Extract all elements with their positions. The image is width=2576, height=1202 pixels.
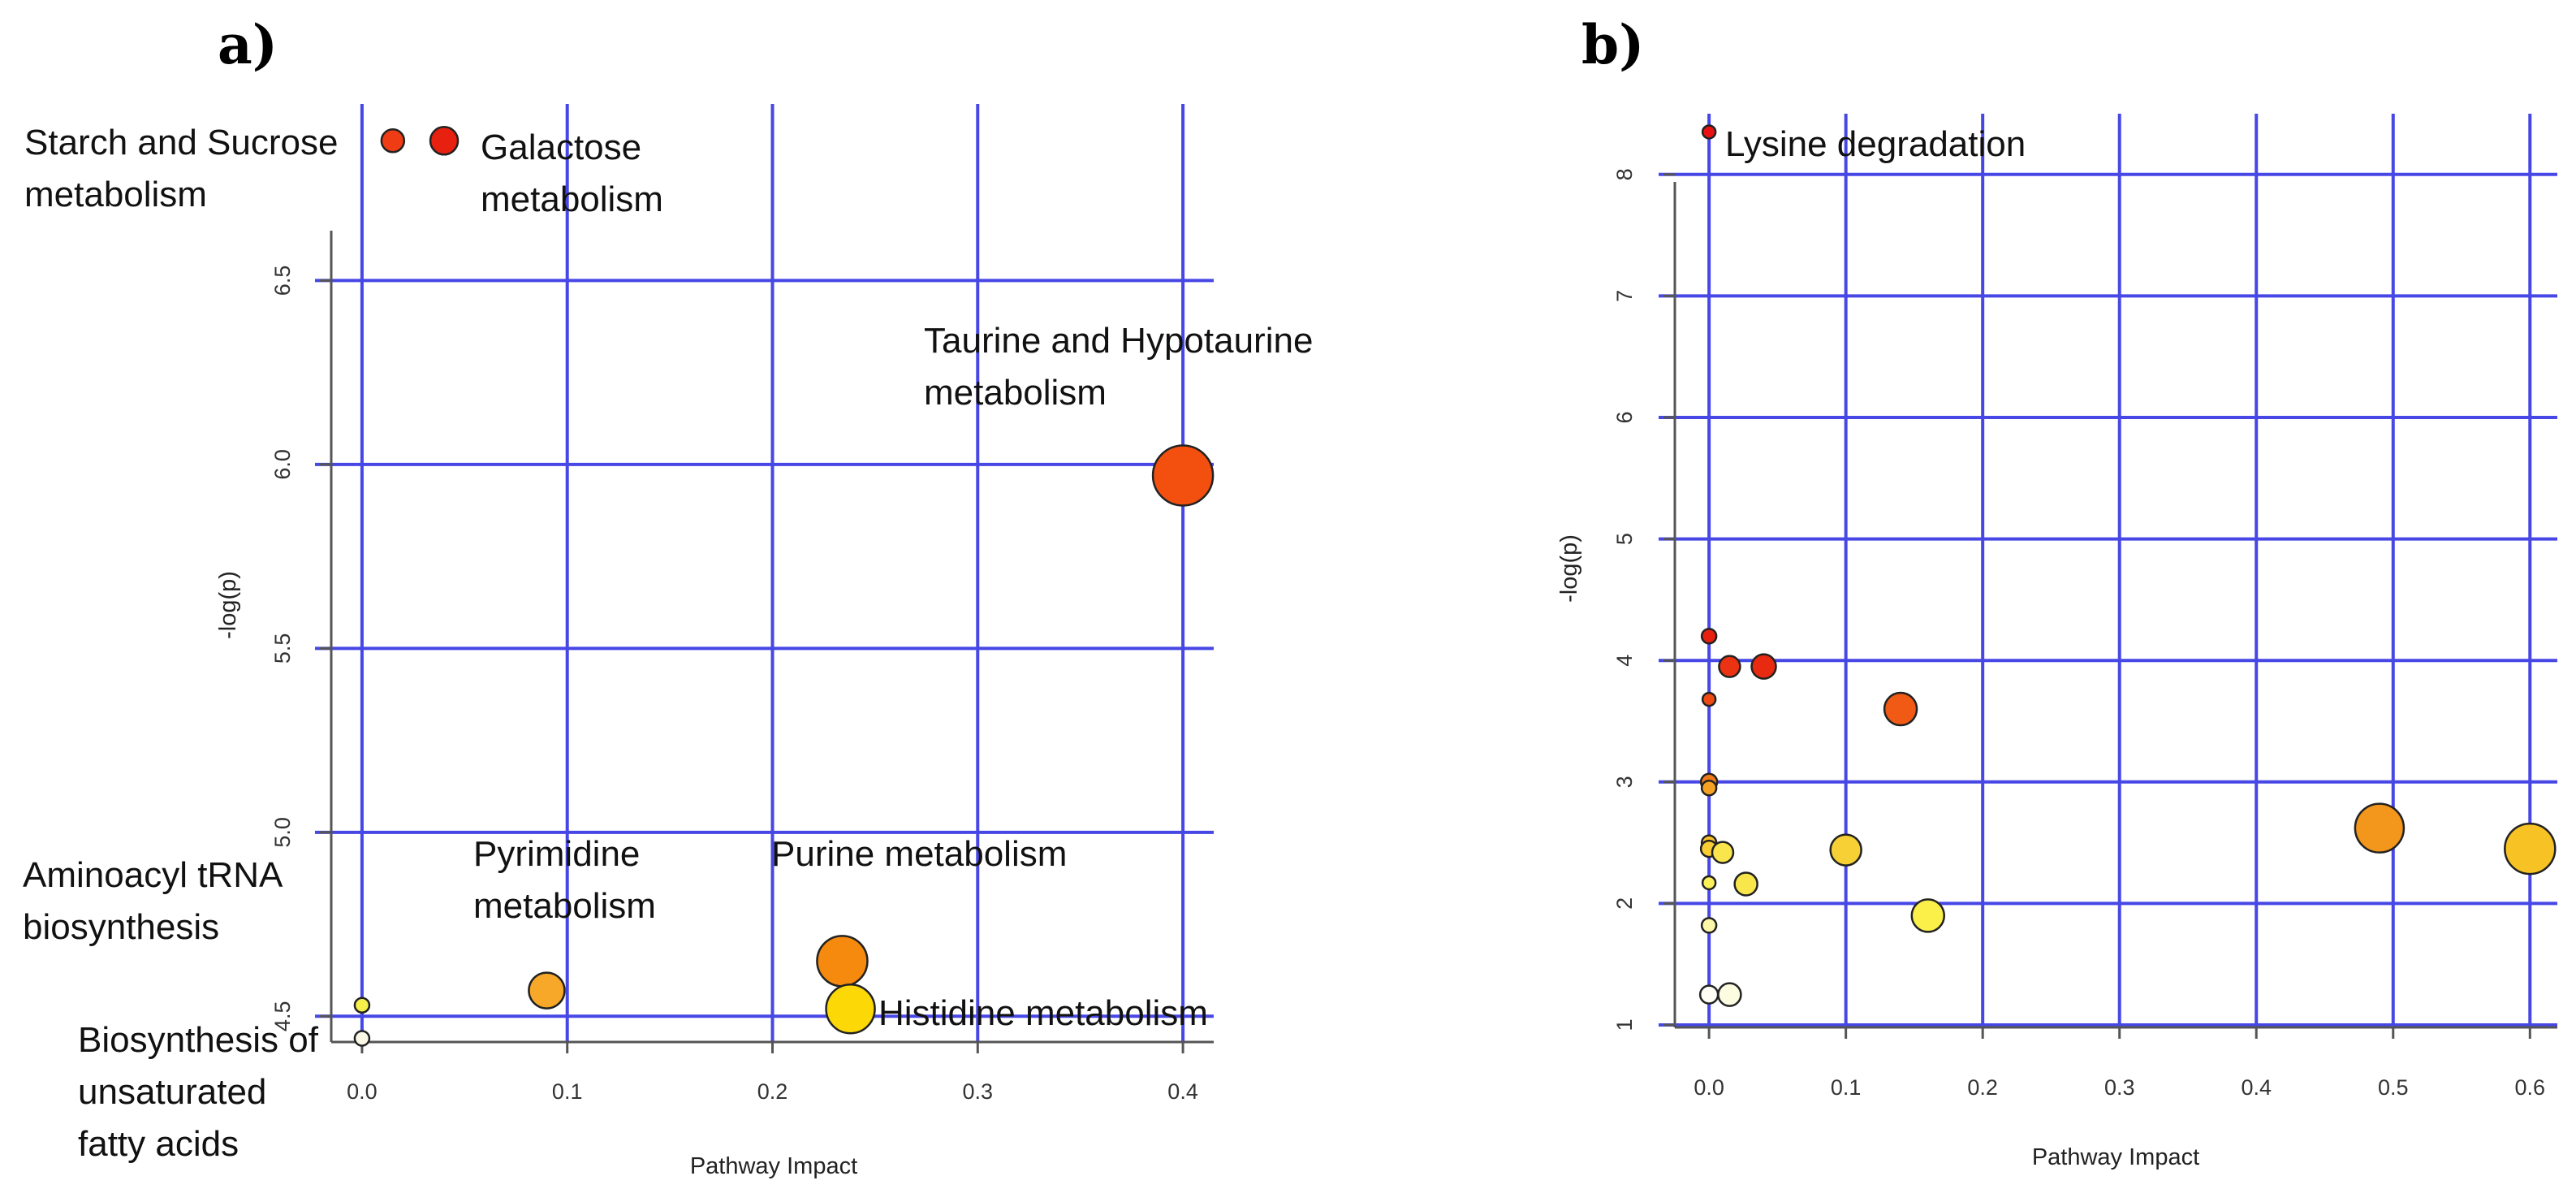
x-tick-label: 0.3 (963, 1079, 994, 1104)
y-tick-label: 7 (1612, 290, 1637, 302)
x-tick-label: 0.2 (757, 1079, 788, 1104)
data-point (1750, 653, 1777, 680)
data-point (1698, 984, 1719, 1005)
y-axis-label: -log(p) (1556, 534, 1582, 603)
y-tick-label: 4 (1612, 655, 1637, 667)
grid-lines (315, 104, 1214, 1042)
x-tick-label: 0.3 (2104, 1075, 2135, 1100)
data-point (1701, 875, 1717, 891)
annotation-line: Biosynthesis of (78, 1020, 319, 1060)
annotation-line: unsaturated (78, 1072, 266, 1112)
y-tick-label: 6 (1612, 411, 1637, 423)
x-tick-label: 0.2 (1967, 1075, 1998, 1100)
data-point (1700, 628, 1718, 645)
panel-label: a) (218, 13, 278, 76)
y-tick-label: 5.5 (270, 633, 295, 664)
pathway-annotation: Galactose metabolism (481, 128, 663, 219)
annotation-line: biosynthesis (23, 907, 219, 947)
data-point (2354, 802, 2406, 854)
y-tick-label: 5 (1612, 533, 1637, 545)
y-tick-label: 4.5 (270, 1001, 295, 1032)
y-tick-label: 6.5 (270, 266, 295, 296)
y-tick-label: 1 (1612, 1018, 1637, 1031)
data-point (1701, 124, 1717, 140)
x-axis-label: Pathway Impact (2032, 1144, 2199, 1170)
pathway-annotation: Taurine and Hypotaurine metabolism (924, 321, 1313, 413)
data-point (825, 983, 876, 1035)
y-tick-label: 2 (1612, 897, 1637, 910)
pathway-annotation: Purine metabolism (771, 834, 1067, 874)
data-point (1700, 780, 1718, 797)
y-tick-label: 6.0 (270, 449, 295, 480)
data-points (353, 126, 1215, 1047)
annotation-line: metabolism (24, 175, 207, 214)
data-points (1698, 124, 2557, 1007)
data-point (1701, 691, 1717, 707)
y-axis-label: -log(p) (215, 571, 241, 639)
pathway-annotation: Starch and Sucrose metabolism (24, 123, 338, 214)
x-tick-label: 0.1 (552, 1079, 583, 1104)
x-tick-label: 0.1 (1831, 1075, 1862, 1100)
pathway-annotation: Aminoacyl tRNA biosynthesis (23, 855, 283, 947)
annotation-line: Pyrimidine (473, 834, 640, 874)
data-point (528, 971, 566, 1010)
grid-lines (1659, 114, 2557, 1027)
x-tick-label: 0.4 (1167, 1079, 1198, 1104)
x-tick-label: 0.6 (2515, 1075, 2546, 1100)
data-point (1829, 833, 1862, 867)
data-point (1151, 444, 1215, 507)
annotation-line: metabolism (481, 179, 663, 219)
annotation-line: Aminoacyl tRNA (23, 855, 283, 895)
data-point (353, 997, 371, 1014)
data-point (1883, 691, 1918, 727)
data-point (816, 935, 869, 988)
pathway-annotation: Histidine metabolism (878, 993, 1208, 1033)
y-tick-label: 5.0 (270, 817, 295, 848)
pathway-annotation: Pyrimidine metabolism (473, 834, 656, 926)
y-tick-label: 3 (1612, 776, 1637, 788)
x-tick-label: 0.0 (1694, 1075, 1724, 1100)
data-point (429, 126, 460, 156)
panel-label: b) (1581, 13, 1644, 76)
x-tick-label: 0.0 (347, 1079, 378, 1104)
annotation-line: Lysine degradation (1725, 124, 2026, 164)
x-tick-label: 0.4 (2241, 1075, 2272, 1100)
pathway-annotation: Biosynthesis of unsaturated fatty acids (78, 1020, 319, 1164)
data-point (2504, 822, 2557, 876)
annotation-line: Purine metabolism (771, 834, 1067, 874)
annotation-line: metabolism (473, 886, 656, 926)
panel-b-chart: b) 0.0 0.1 0.2 0.3 0.4 0.5 0.6 1 2 3 4 5 6 7 8 Pathway I… (1556, 13, 2557, 1170)
data-point (1711, 841, 1735, 864)
annotation-line: Histidine metabolism (878, 993, 1208, 1033)
annotation-line: metabolism (924, 373, 1107, 413)
data-point (1733, 871, 1758, 897)
data-point (353, 1030, 371, 1047)
annotation-line: Galactose (481, 128, 641, 167)
data-point (1910, 898, 1946, 933)
annotation-line: fatty acids (78, 1124, 239, 1164)
x-axis-label: Pathway Impact (690, 1153, 857, 1179)
pathway-annotation: Lysine degradation (1725, 124, 2026, 164)
data-point (1717, 982, 1742, 1007)
annotation-line: Starch and Sucrose (24, 123, 338, 162)
data-point (1718, 655, 1741, 678)
x-tick-label: 0.5 (2378, 1075, 2409, 1100)
y-tick-label: 8 (1612, 168, 1637, 180)
panel-a-chart: a) 0.0 0.1 0.2 0.3 0.4 4.5 5.0 5.5 6.0 6.5 Pathway … (23, 13, 1313, 1179)
annotation-line: Taurine and Hypotaurine (924, 321, 1313, 361)
data-point (1700, 917, 1718, 934)
data-point (380, 128, 406, 153)
